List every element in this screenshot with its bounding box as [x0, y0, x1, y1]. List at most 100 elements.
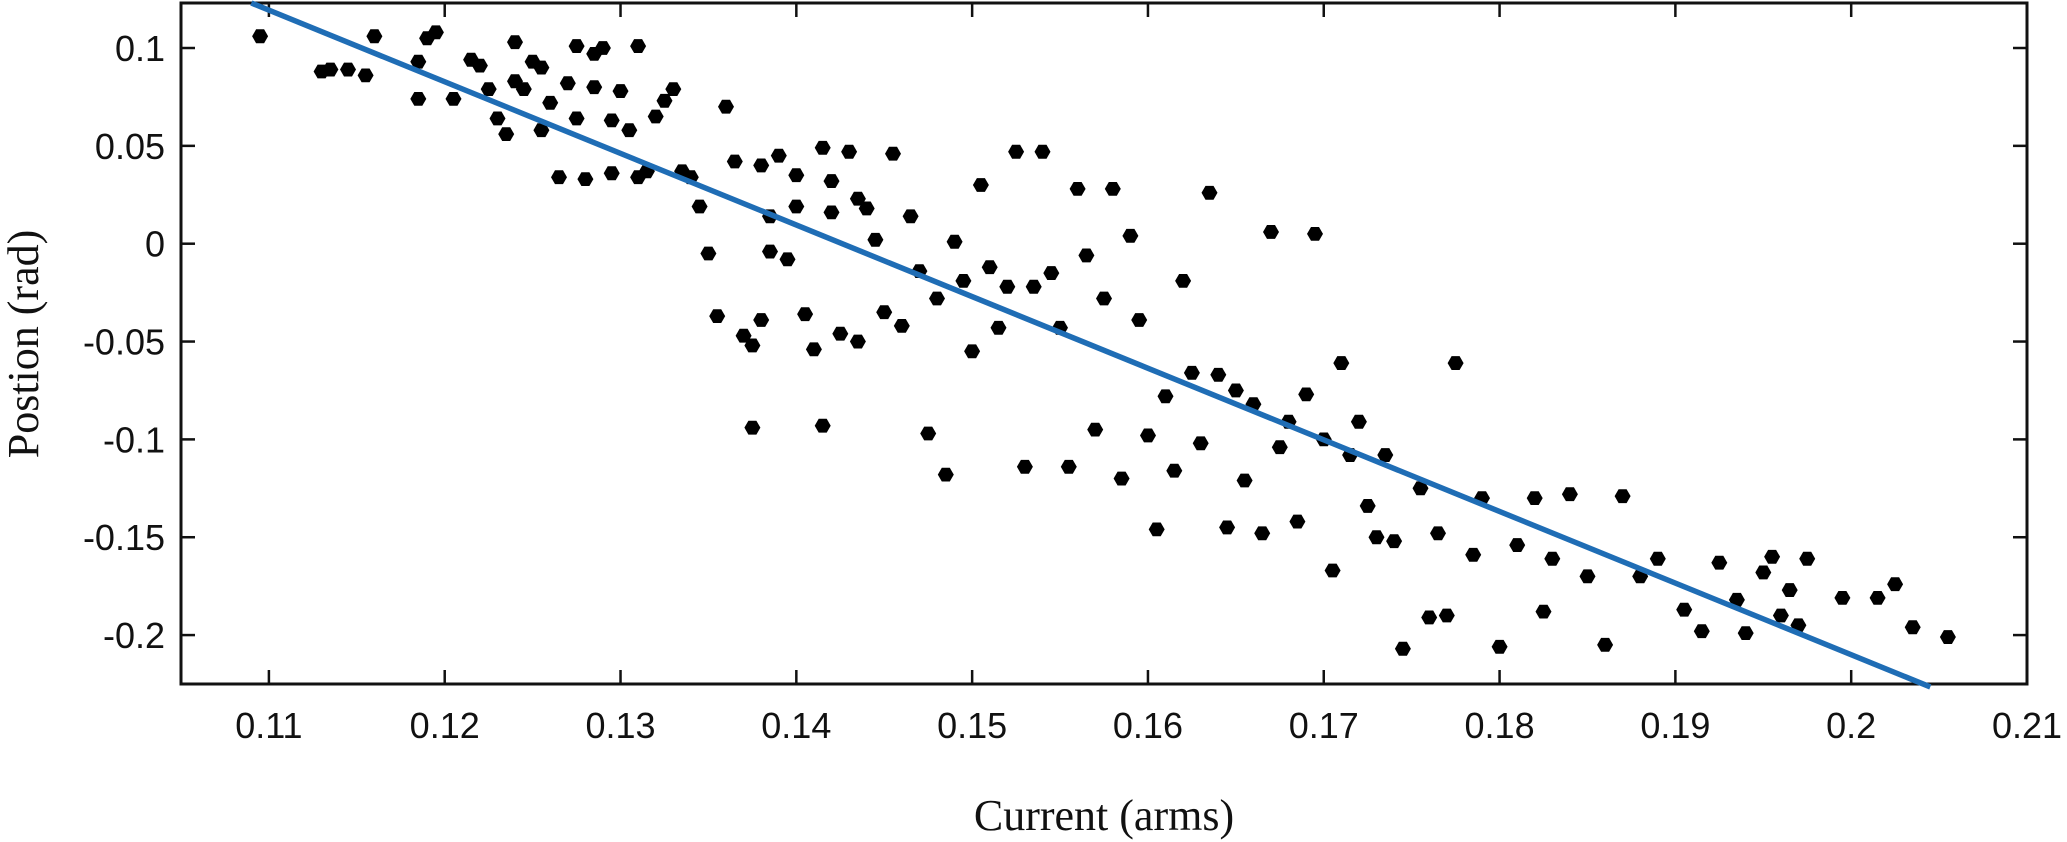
data-point [603, 113, 620, 128]
data-point [1069, 182, 1086, 196]
data-point [1781, 583, 1798, 597]
data-point [788, 168, 805, 183]
data-point [559, 76, 576, 91]
data-point [1561, 487, 1578, 502]
data-point [753, 313, 770, 327]
data-point [1183, 365, 1200, 380]
data-point [533, 123, 550, 138]
plot-area [179, 1, 2029, 686]
data-point [814, 418, 831, 433]
data-point [498, 127, 515, 141]
data-point [955, 274, 972, 288]
x-tick-label: 0.17 [1289, 705, 1359, 746]
fit-line-group [250, 0, 1932, 690]
data-point [1263, 225, 1279, 239]
data-point [1526, 491, 1543, 505]
data-point [1421, 610, 1438, 625]
data-point [797, 307, 814, 322]
data-point [867, 232, 884, 247]
data-point [603, 166, 620, 181]
data-point [876, 305, 893, 320]
data-point [1271, 440, 1288, 455]
data-point [1597, 637, 1614, 652]
data-point [1227, 383, 1244, 398]
data-point [1764, 549, 1781, 564]
fit-line [250, 0, 1932, 690]
data-point [858, 201, 875, 216]
scatter-points [252, 25, 1956, 656]
data-point [1289, 514, 1306, 529]
data-point [445, 92, 462, 106]
y-tick-label: -0.1 [103, 419, 165, 460]
x-tick-label: 0.15 [937, 705, 1007, 746]
data-point [480, 82, 497, 96]
data-point [410, 54, 427, 69]
data-point [700, 246, 717, 261]
data-point [744, 420, 761, 435]
data-point [1236, 473, 1253, 488]
data-point [1166, 463, 1183, 478]
x-tick-label: 0.18 [1465, 705, 1535, 746]
data-point [841, 144, 858, 159]
data-point [1834, 591, 1851, 605]
x-tick-label: 0.16 [1113, 705, 1183, 746]
y-tick-label: -0.2 [103, 615, 165, 656]
data-point [542, 95, 559, 110]
data-point [1535, 604, 1552, 619]
data-point [981, 260, 998, 275]
data-point [814, 140, 831, 155]
data-point [533, 60, 550, 75]
data-point [1755, 565, 1772, 580]
data-point [1060, 459, 1077, 474]
y-tick-label: -0.15 [83, 517, 165, 558]
data-point [1148, 522, 1165, 537]
data-point [322, 62, 339, 77]
data-point [1219, 520, 1236, 535]
data-point [1087, 422, 1104, 437]
data-point [594, 41, 611, 55]
x-tick-label: 0.14 [761, 705, 831, 746]
data-point [964, 344, 981, 359]
data-point [805, 342, 822, 357]
data-point [770, 148, 787, 163]
data-point [1131, 313, 1148, 327]
data-point [665, 82, 682, 96]
data-point [1676, 602, 1693, 617]
data-point [1579, 569, 1596, 584]
data-point [1078, 248, 1095, 263]
data-point [832, 326, 849, 341]
data-point [1113, 471, 1130, 486]
data-point [621, 123, 638, 138]
data-point [972, 178, 989, 192]
data-point [1140, 428, 1156, 443]
data-point [577, 172, 594, 186]
data-point [340, 62, 356, 77]
data-point [735, 328, 752, 343]
data-point [1799, 551, 1816, 566]
data-point [709, 309, 726, 323]
data-point [1939, 630, 1956, 644]
data-point [1307, 227, 1323, 241]
data-point [691, 199, 708, 214]
data-point [726, 154, 743, 169]
data-point [507, 35, 523, 50]
data-point [551, 170, 567, 185]
data-point [1210, 367, 1227, 382]
y-tick-label: -0.05 [83, 322, 165, 363]
data-point [849, 191, 866, 206]
data-point [1614, 489, 1631, 504]
data-point [568, 111, 585, 126]
data-point [586, 80, 603, 95]
data-point [1728, 592, 1745, 607]
data-point [1509, 538, 1526, 552]
data-point [1298, 387, 1315, 402]
data-point [1104, 182, 1121, 196]
data-point [1254, 526, 1271, 541]
data-point [1350, 414, 1367, 429]
data-point [1394, 641, 1411, 656]
data-point [1904, 620, 1921, 635]
data-point [366, 29, 383, 44]
data-point [357, 68, 374, 83]
x-axis-title: Current (arms) [974, 791, 1234, 840]
